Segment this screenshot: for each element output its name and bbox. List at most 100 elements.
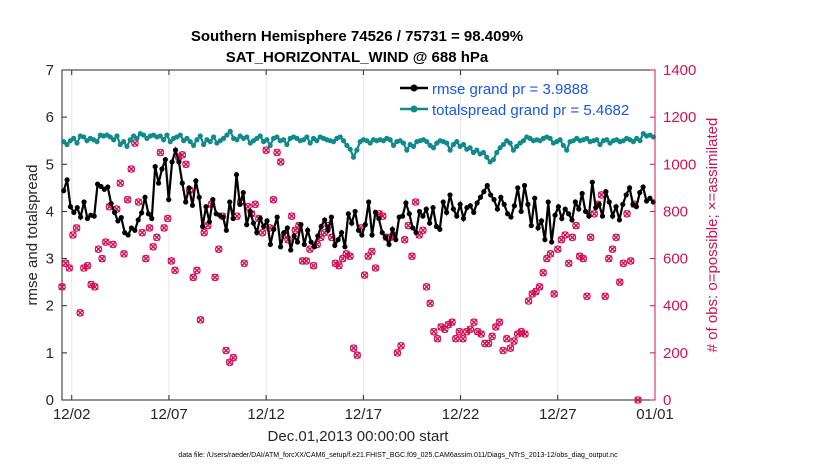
totalspread-point — [284, 141, 290, 148]
obs-assimilated-marker — [288, 212, 296, 220]
obs-possible-marker — [306, 245, 314, 253]
obs-possible-marker — [397, 341, 405, 350]
rmse-point — [274, 214, 280, 220]
totalspread-point — [81, 134, 87, 140]
obs-assimilated-marker — [627, 257, 635, 265]
totalspread-point — [520, 138, 527, 144]
totalspread-point — [124, 143, 130, 149]
obs-possible-marker — [98, 254, 106, 263]
obs-assimilated-marker — [517, 328, 525, 336]
rmse-point — [61, 188, 67, 194]
obs-possible-marker — [152, 233, 161, 242]
obs-possible-marker — [634, 396, 642, 404]
obs-assimilated-marker — [572, 222, 580, 230]
obs-assimilated-marker — [583, 292, 591, 300]
rmse-point — [437, 226, 443, 232]
obs-assimilated-marker — [547, 250, 554, 258]
obs-assimilated-marker — [463, 328, 471, 336]
obs-possible-marker — [101, 238, 110, 246]
totalspread-point — [177, 132, 183, 138]
obs-assimilated-marker — [171, 266, 179, 274]
obs-assimilated-marker — [167, 257, 175, 265]
rmse-point — [423, 206, 429, 212]
obs-possible-marker — [440, 325, 449, 334]
obs-possible-marker — [583, 292, 591, 301]
rmse-point — [596, 201, 602, 207]
obs-assimilated-marker — [342, 250, 350, 258]
totalspread-point — [111, 137, 117, 143]
obs-possible-marker — [557, 235, 566, 244]
x-tick-label: 01/01 — [636, 406, 674, 423]
rmse-point — [620, 201, 626, 207]
ticks-layer: 12/02 12/07 12/12 12/17 12/22 12/27 01/0101234… — [46, 62, 697, 423]
obs-assimilated-marker — [164, 215, 172, 222]
obs-assimilated-marker — [372, 264, 380, 272]
totalspread-point — [114, 133, 120, 139]
y-tick-label: 1 — [46, 345, 54, 362]
totalspread-point — [200, 141, 207, 148]
y-tick-label: 6 — [46, 109, 54, 126]
obs-possible-marker — [335, 261, 343, 270]
totalspread-point — [187, 139, 193, 145]
rmse-point — [115, 218, 121, 224]
obs-assimilated-marker — [616, 278, 624, 286]
rmse-point — [501, 201, 507, 207]
rmse-point — [372, 209, 379, 215]
obs-possible-marker — [568, 233, 577, 242]
y-tick-label-right: 400 — [663, 298, 688, 315]
rmse-point — [366, 199, 372, 205]
rmse-point — [349, 220, 355, 226]
totalspread-point — [367, 140, 373, 146]
y-tick-label: 5 — [46, 156, 54, 173]
rmse-point — [223, 227, 229, 233]
chart-subtitle: SAT_HORIZONTAL_WIND @ 688 hPa — [226, 49, 489, 66]
y-tick-label-right: 200 — [663, 345, 688, 362]
obs-possible-marker — [327, 233, 336, 242]
rmse-point — [549, 239, 555, 245]
plot-area — [61, 69, 656, 401]
rmse-point — [227, 199, 233, 205]
legend-rmse-label: rmse grand pr = 3.9888 — [432, 81, 588, 98]
rmse-point — [149, 215, 155, 222]
obs-possible-marker — [69, 231, 77, 239]
rmse-point — [518, 208, 524, 215]
rmse-point — [203, 204, 209, 210]
obs-possible-marker — [419, 226, 427, 235]
obs-assimilated-marker — [215, 245, 223, 253]
obs-assimilated-marker — [452, 335, 460, 343]
obs-assimilated-marker — [510, 337, 518, 345]
obs-possible-marker — [269, 195, 278, 204]
totalspread-point — [390, 142, 397, 149]
rmse-point — [210, 197, 216, 203]
rmse-point — [383, 234, 389, 240]
obs-assimilated-marker — [433, 335, 441, 343]
rmse-point — [532, 195, 538, 201]
obs-possible-marker — [72, 224, 81, 232]
obs-assimilated-marker — [488, 332, 496, 340]
obs-possible-marker — [338, 254, 347, 263]
totalspread-point — [134, 135, 140, 141]
obs-possible-marker — [142, 254, 150, 263]
obs-assimilated-marker — [623, 210, 631, 218]
obs-assimilated-marker — [69, 231, 77, 239]
totalspread-point — [637, 138, 643, 144]
totalspread-point — [337, 134, 343, 140]
totalspread-point — [410, 143, 417, 149]
y-tick-label-right: 0 — [663, 392, 671, 409]
obs-possible-marker — [353, 351, 362, 360]
obs-possible-marker — [524, 297, 533, 305]
x-axis-label: Dec.01,2013 00:00:00 start — [268, 428, 450, 445]
obs-assimilated-marker — [350, 344, 358, 352]
obs-possible-marker — [459, 334, 467, 343]
obs-assimilated-marker — [160, 224, 168, 232]
rmse-point — [322, 217, 328, 223]
rmse-point — [142, 194, 148, 200]
rmse-point — [261, 223, 267, 230]
obs-possible-marker — [120, 250, 128, 258]
totalspread-point — [354, 147, 360, 153]
obs-assimilated-marker — [80, 264, 88, 272]
rmse-point — [610, 213, 616, 219]
rmse-point — [71, 209, 77, 215]
totalspread-point — [424, 139, 430, 145]
rmse-point — [169, 159, 175, 165]
